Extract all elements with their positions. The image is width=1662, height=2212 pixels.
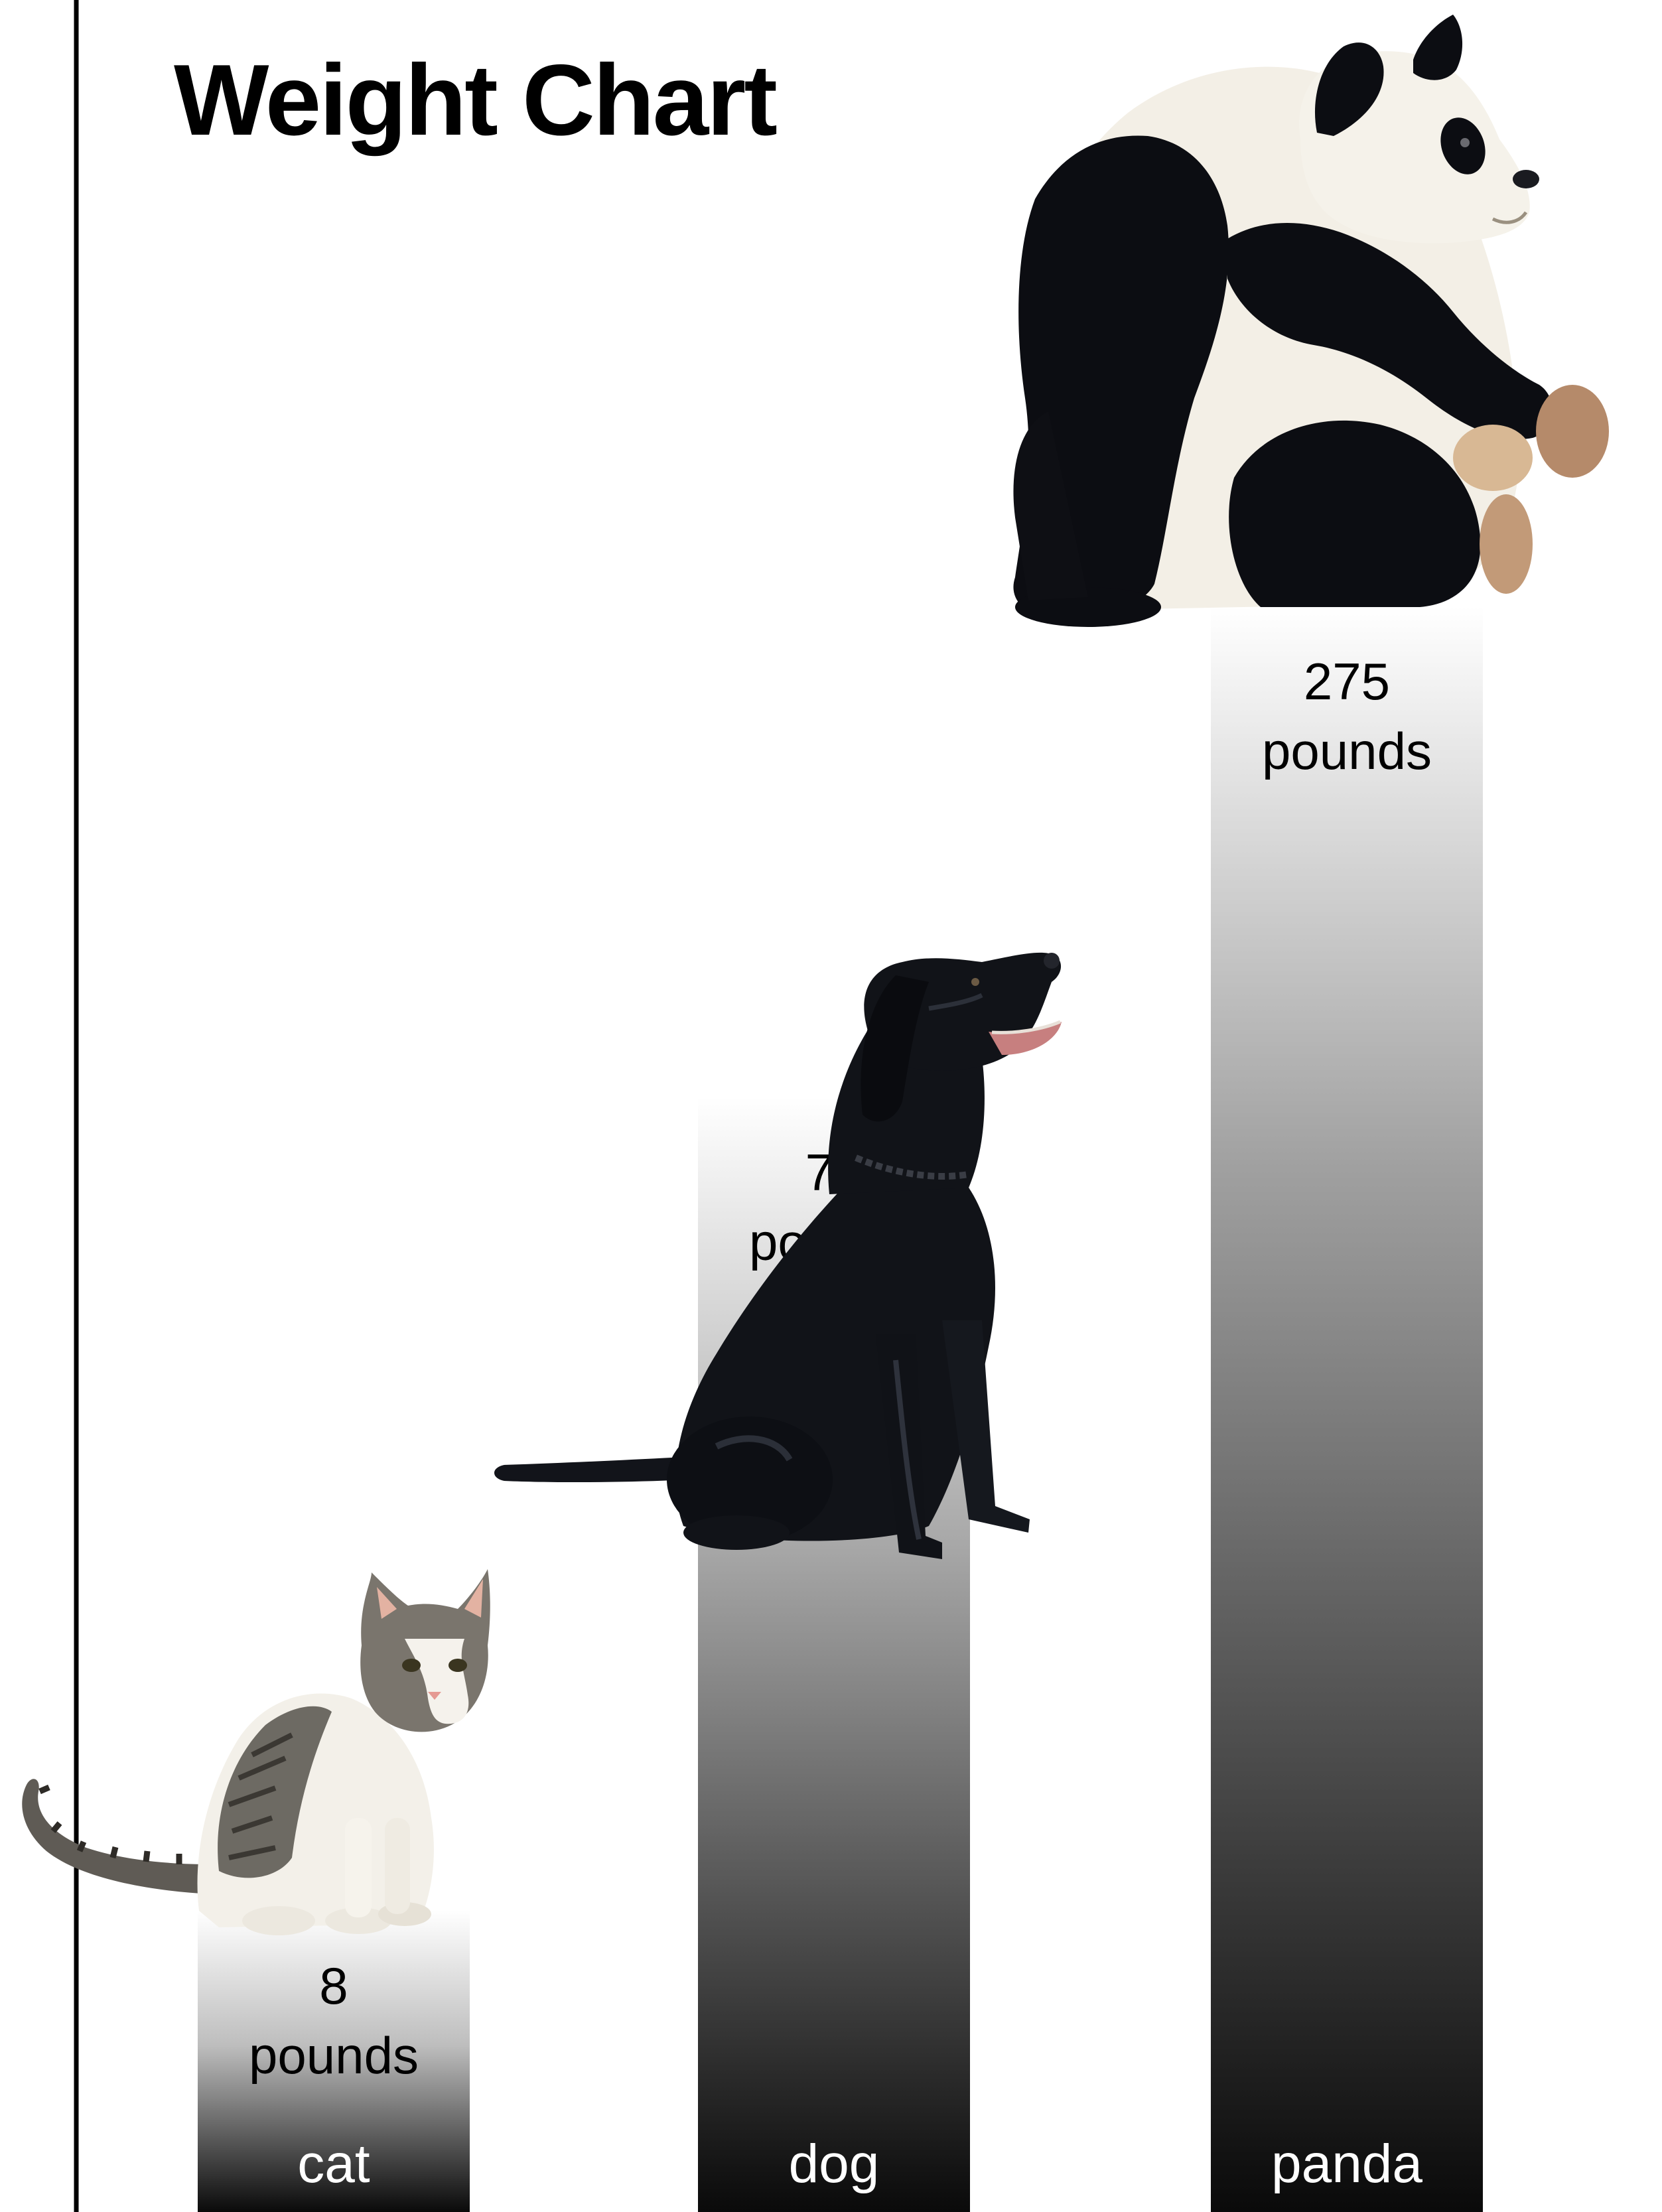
value-label-panda: 275: [1304, 652, 1390, 711]
unit-label-cat: pounds: [249, 2026, 419, 2085]
dog-image: [494, 952, 1062, 1559]
cat-image: [22, 1569, 490, 1935]
panda-image: [1013, 15, 1609, 627]
value-label-cat: 8: [319, 1957, 348, 2015]
chart-title: Weight Chart: [174, 44, 778, 157]
bar-cat: [198, 1911, 470, 2212]
category-label-dog: dog: [789, 2134, 880, 2194]
bar-panda: [1211, 606, 1483, 2212]
category-label-cat: cat: [297, 2134, 370, 2194]
bars-group: [198, 606, 1483, 2212]
category-label-panda: panda: [1271, 2134, 1422, 2194]
unit-label-panda: pounds: [1262, 722, 1432, 780]
